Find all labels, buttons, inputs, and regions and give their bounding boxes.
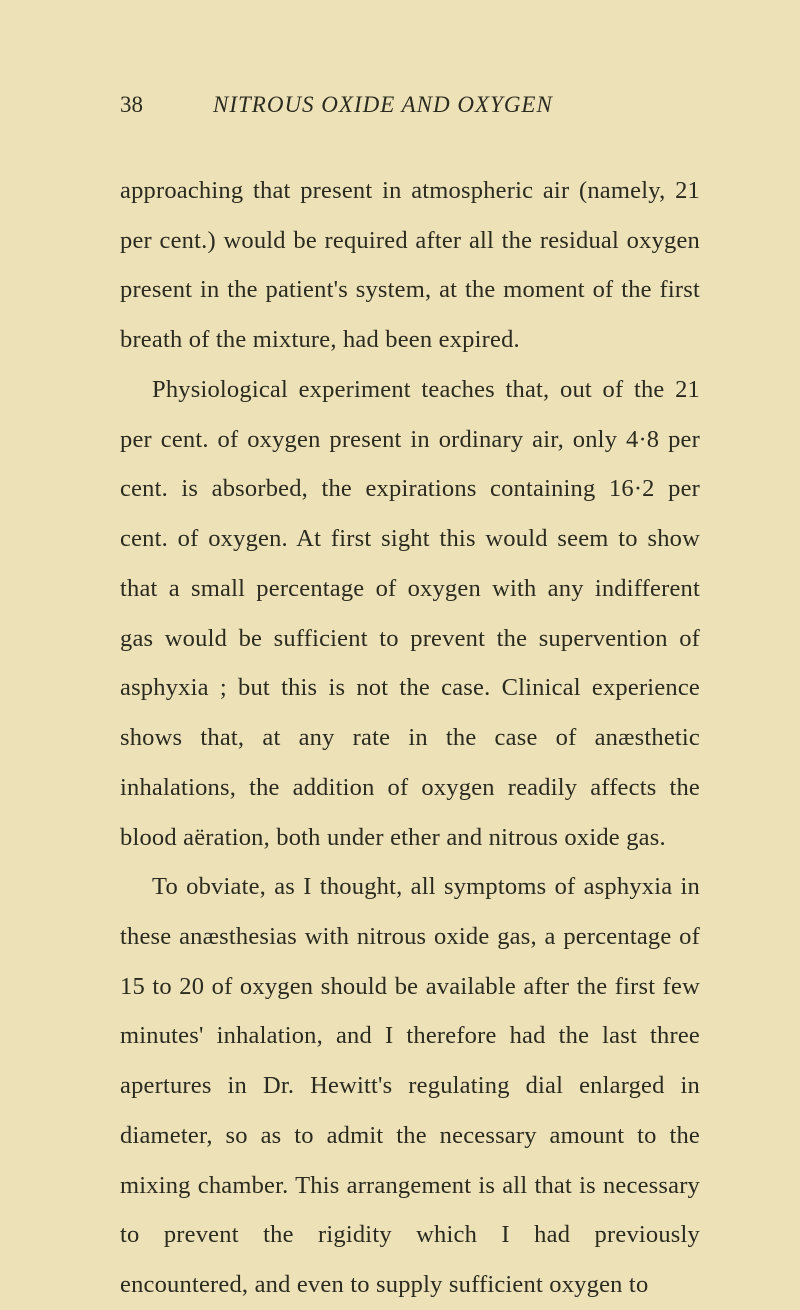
page-number: 38 — [120, 92, 143, 118]
body-text: approaching that present in atmospheric … — [120, 166, 700, 1310]
document-page: 38 NITROUS OXIDE AND OXYGEN approaching … — [0, 0, 800, 1298]
paragraph: Physiological experiment teaches that, o… — [120, 365, 700, 862]
running-title: NITROUS OXIDE AND OXYGEN — [213, 92, 553, 118]
paragraph: To obviate, as I thought, all symptoms o… — [120, 862, 700, 1310]
paragraph: approaching that present in atmospheric … — [120, 166, 700, 365]
page-header: 38 NITROUS OXIDE AND OXYGEN — [120, 92, 700, 118]
